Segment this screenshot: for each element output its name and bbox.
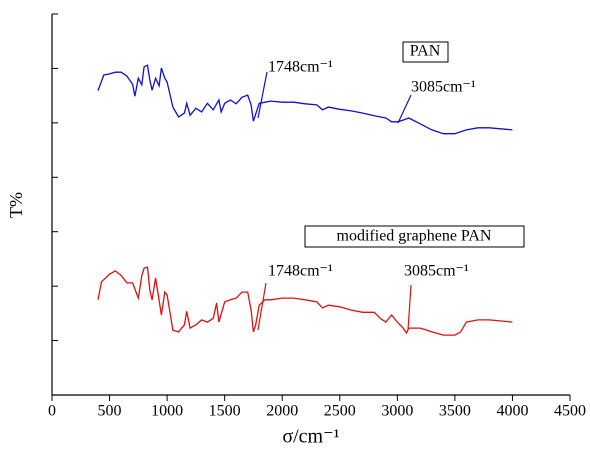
annotation: 3085cm⁻¹ — [411, 79, 476, 96]
annotation: modified graphene PAN — [337, 228, 492, 245]
x-axis-label: σ/cm⁻¹ — [282, 426, 339, 448]
annotation-pointer — [257, 282, 267, 331]
label-box — [402, 41, 449, 63]
x-tick-label: 500 — [98, 403, 122, 420]
x-tick-label: 3000 — [381, 403, 413, 420]
x-tick-label: 1000 — [151, 403, 183, 420]
annotation: 3085cm⁻¹ — [404, 263, 469, 280]
x-tick-label: 2000 — [266, 403, 298, 420]
annotation-pointer — [397, 94, 412, 124]
y-axis-label: T% — [6, 192, 26, 218]
x-tick-label: 4000 — [496, 403, 528, 420]
x-tick-label: 2500 — [324, 403, 356, 420]
annotation: 1748cm⁻¹ — [268, 59, 333, 76]
annotation: 1748cm⁻¹ — [268, 263, 333, 280]
line-series — [97, 266, 513, 336]
line-series — [97, 64, 513, 135]
x-tick-label: 4500 — [554, 403, 586, 420]
x-tick-label: 0 — [48, 403, 56, 420]
x-tick-label: 3500 — [439, 403, 471, 420]
annotation: PAN — [410, 43, 441, 60]
annotation-pointer — [257, 71, 268, 119]
label-box — [304, 225, 525, 248]
annotation-pointer — [407, 284, 412, 331]
x-tick-label: 1500 — [209, 403, 241, 420]
